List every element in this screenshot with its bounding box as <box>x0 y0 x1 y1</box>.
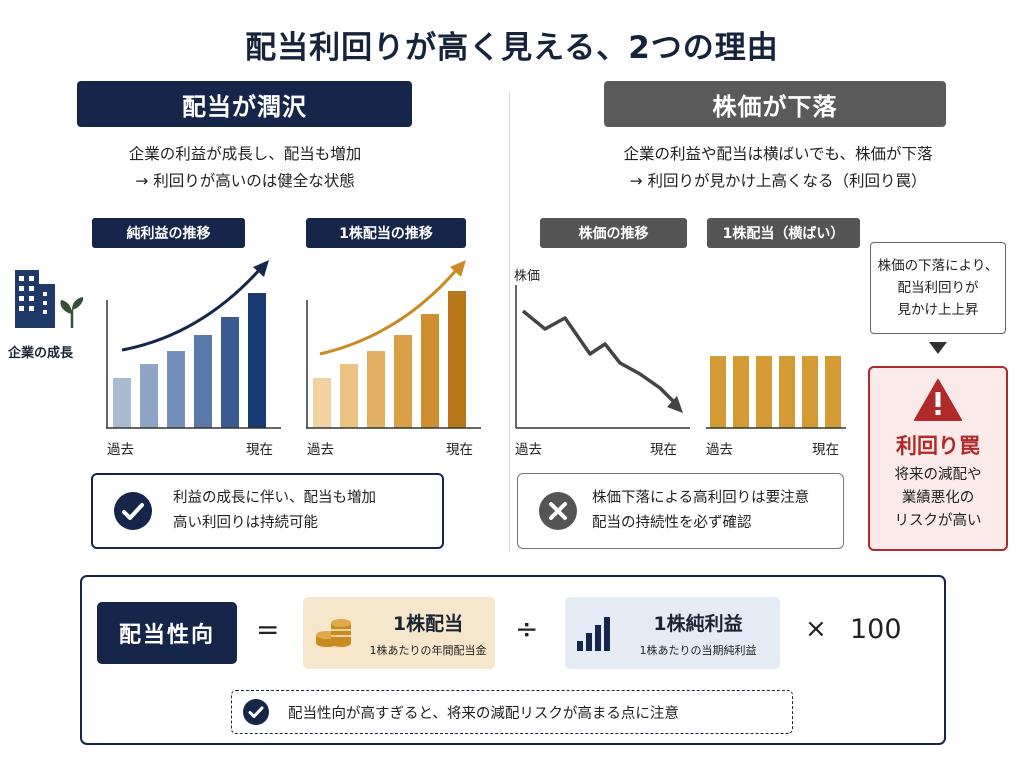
net-income-bar <box>194 335 212 428</box>
multiply-sign: × <box>805 614 827 644</box>
payout-warning-text: 配当性向が高すぎると、将来の減配リスクが高まる点に注意 <box>288 705 679 722</box>
yield-rise-line1: 株価の下落により、 <box>877 258 999 274</box>
section-divider <box>509 92 510 552</box>
healthy-note-box: 利益の成長に伴い、配当も増加 高い利回りは持続可能 <box>91 473 444 549</box>
dividend-bar <box>313 378 331 428</box>
dividend-chart <box>306 260 481 429</box>
net-income-bar <box>113 378 131 428</box>
coins-icon <box>316 619 351 647</box>
growth-arrow-head <box>253 260 269 277</box>
axis-label-past: 過去 <box>307 442 334 458</box>
denominator-box: 1株純利益 1株あたりの当期純利益 <box>565 597 780 669</box>
healthy-note-text: 利益の成長に伴い、配当も増加 高い利回りは持続可能 <box>173 486 376 536</box>
flat-dividend-bar <box>733 356 749 428</box>
numerator-title: 1株配当 <box>392 612 464 635</box>
net-income-bar <box>248 293 266 428</box>
company-growth-icon <box>10 268 90 338</box>
caution-note-line2: 配当の持続性を必ず確認 <box>592 515 752 531</box>
left-header: 配当が潤沢 <box>77 81 412 127</box>
net-income-chart <box>106 260 281 429</box>
dividend-bars <box>313 291 466 428</box>
axis-label-now: 現在 <box>446 442 473 458</box>
axis-label-now: 現在 <box>246 442 273 458</box>
left-desc-line1: 企業の利益が成長し、配当も増加 <box>128 145 362 163</box>
flat-dividend-bar <box>825 356 841 428</box>
dividend-bar <box>367 351 385 428</box>
down-triangle-icon <box>929 342 947 354</box>
net-income-bars <box>113 293 266 428</box>
caution-note-text: 株価下落による高利回りは要注意 配当の持続性を必ず確認 <box>592 486 809 536</box>
warning-icon <box>914 379 962 421</box>
numerator-box: 1株配当 1株あたりの年間配当金 <box>303 597 495 669</box>
flat-dividend-bar <box>756 356 772 428</box>
flat-dividend-bar <box>802 356 818 428</box>
axis-label-now: 現在 <box>650 442 677 458</box>
caution-note-line1: 株価下落による高利回りは要注意 <box>592 490 810 506</box>
check-circle-icon <box>114 492 152 530</box>
numerator-subtitle: 1株あたりの年間配当金 <box>369 643 487 657</box>
dividend-bar <box>448 291 466 428</box>
chart-title-flat-dividend: 1株配当（横ばい） <box>707 218 860 248</box>
flat-dividend-chart <box>706 356 846 429</box>
chart-title-net-income: 純利益の推移 <box>92 218 245 248</box>
equals-sign: = <box>256 613 280 646</box>
left-description: 企業の利益が成長し、配当も増加 → 利回りが高いのは健全な状態 <box>60 141 430 195</box>
flat-dividend-bars <box>710 356 841 428</box>
chart-title-stock-price: 株価の推移 <box>540 218 687 248</box>
payout-ratio-formula-box <box>80 575 946 745</box>
yield-rise-line2: 配当利回りが <box>897 280 979 296</box>
dividend-bar <box>340 364 358 428</box>
yield-rise-line3: 見かけ上上昇 <box>897 302 979 318</box>
yield-trap-box: 利回り罠 将来の減配や 業績悪化の リスクが高い <box>868 366 1008 551</box>
growth-arrow <box>319 267 460 356</box>
net-income-bar <box>221 317 239 428</box>
denominator-subtitle: 1株あたりの当期純利益 <box>639 643 757 657</box>
hundred-value: 100 <box>850 614 902 645</box>
yield-trap-line2: 業績悪化の <box>901 490 975 506</box>
yield-rise-note: 株価の下落により、 配当利回りが 見かけ上上昇 <box>870 242 1006 334</box>
right-desc-line2: → 利回りが見かけ上高くなる（利回り罠） <box>629 172 927 190</box>
down-arrow-head <box>667 396 683 413</box>
growth-arrow-head <box>450 260 466 277</box>
bar-chart-icon <box>577 617 610 651</box>
x-circle-icon <box>539 492 577 530</box>
flat-dividend-bar <box>779 356 795 428</box>
healthy-note-line1: 利益の成長に伴い、配当も増加 <box>173 490 376 506</box>
stock-price-line <box>521 309 677 405</box>
right-description: 企業の利益や配当は横ばいでも、株価が下落 → 利回りが見かけ上高くなる（利回り罠… <box>568 141 988 195</box>
yield-trap-line1: 将来の減配や <box>894 467 982 483</box>
growth-arrow <box>121 266 263 352</box>
dividend-bar <box>394 335 412 428</box>
yield-trap-line3: リスクが高い <box>894 513 982 529</box>
denominator-title: 1株純利益 <box>653 612 743 635</box>
payout-warning-note: 配当性向が高すぎると、将来の減配リスクが高まる点に注意 <box>231 690 793 734</box>
chart-title-dividend: 1株配当の推移 <box>306 218 466 248</box>
stock-price-ylabel: 株価 <box>514 269 541 284</box>
page-title: 配当利回りが高く見える、2つの理由 <box>245 30 779 66</box>
axis-label-past: 過去 <box>515 442 542 458</box>
stock-price-chart <box>515 285 690 429</box>
yield-trap-text: 将来の減配や 業績悪化の リスクが高い <box>870 464 1006 533</box>
caution-note-box: 株価下落による高利回りは要注意 配当の持続性を必ず確認 <box>517 473 844 549</box>
axis-label-past: 過去 <box>706 442 733 458</box>
healthy-note-line2: 高い利回りは持続可能 <box>173 515 318 531</box>
axis-label-now: 現在 <box>812 442 839 458</box>
right-desc-line1: 企業の利益や配当は横ばいでも、株価が下落 <box>623 145 933 163</box>
net-income-bar <box>140 364 158 428</box>
check-circle-icon <box>243 699 269 725</box>
net-income-bar <box>167 351 185 428</box>
company-growth-label: 企業の成長 <box>8 346 74 361</box>
left-desc-line2: → 利回りが高いのは健全な状態 <box>135 172 355 190</box>
right-header: 株価が下落 <box>604 81 946 127</box>
axis-label-past: 過去 <box>107 442 134 458</box>
flat-dividend-bar <box>710 356 726 428</box>
divide-sign: ÷ <box>515 612 539 645</box>
dividend-bar <box>421 314 439 428</box>
payout-ratio-label: 配当性向 <box>97 602 237 664</box>
yield-trap-title: 利回り罠 <box>896 434 980 458</box>
